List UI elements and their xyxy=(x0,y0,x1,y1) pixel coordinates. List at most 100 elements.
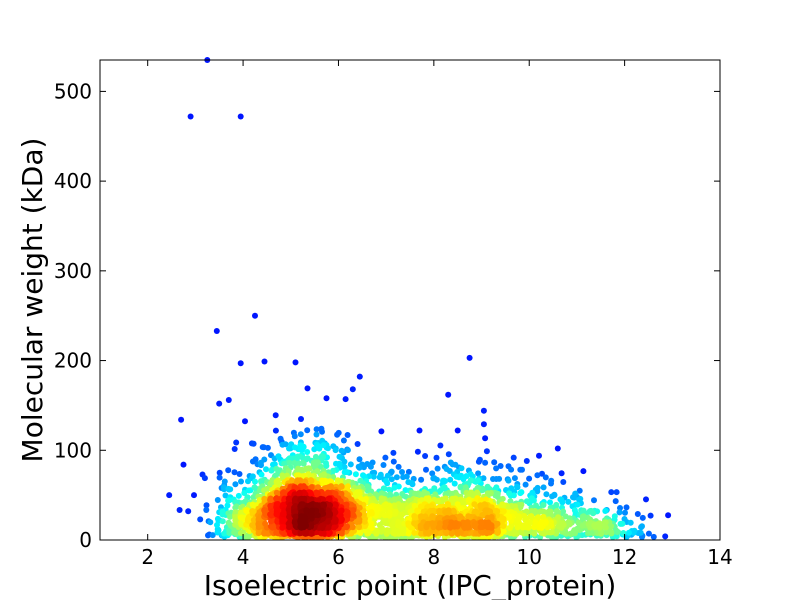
data-point xyxy=(338,483,345,490)
data-point xyxy=(514,524,521,531)
data-point xyxy=(349,510,356,517)
data-point xyxy=(491,459,498,466)
data-point xyxy=(274,529,281,536)
data-point xyxy=(362,496,369,502)
data-point xyxy=(617,505,623,511)
data-point xyxy=(395,463,402,470)
data-point xyxy=(522,481,529,488)
data-point xyxy=(533,502,539,509)
data-point xyxy=(608,489,615,496)
data-point xyxy=(260,444,267,451)
data-point xyxy=(249,501,256,508)
data-point xyxy=(344,447,351,454)
x-tick-label: 6 xyxy=(332,545,345,569)
data-point xyxy=(365,484,372,491)
data-point xyxy=(274,479,280,486)
data-point xyxy=(378,428,385,435)
data-point xyxy=(580,468,587,475)
data-point xyxy=(227,513,233,520)
data-point xyxy=(201,475,208,482)
data-point xyxy=(324,489,331,496)
data-point xyxy=(298,524,305,531)
data-point xyxy=(197,516,204,523)
data-point xyxy=(332,517,339,523)
data-point xyxy=(388,476,395,483)
data-point xyxy=(506,490,513,497)
data-point xyxy=(548,477,555,484)
data-point xyxy=(665,512,672,519)
data-point xyxy=(377,471,384,478)
data-point xyxy=(282,441,289,448)
data-point xyxy=(484,490,491,497)
data-point xyxy=(231,446,238,452)
data-point xyxy=(325,530,332,537)
data-point xyxy=(418,476,425,483)
data-point xyxy=(214,522,220,528)
data-points xyxy=(166,57,672,541)
data-point xyxy=(303,507,310,514)
data-point xyxy=(277,435,284,442)
data-point xyxy=(304,449,311,455)
data-point xyxy=(180,461,187,468)
data-point xyxy=(344,509,351,516)
data-point xyxy=(313,460,320,467)
data-point xyxy=(505,477,512,484)
data-point xyxy=(178,416,185,423)
data-point xyxy=(530,508,537,515)
data-point xyxy=(303,522,309,529)
x-tick-label: 2 xyxy=(141,545,154,569)
data-point xyxy=(540,484,547,491)
data-point xyxy=(272,412,279,419)
data-point xyxy=(507,525,513,531)
data-point xyxy=(294,479,300,486)
data-point xyxy=(577,495,584,502)
y-tick-label: 400 xyxy=(54,169,92,193)
data-point xyxy=(393,474,400,481)
data-point xyxy=(445,451,452,458)
data-point xyxy=(497,463,504,469)
data-point xyxy=(523,498,530,505)
data-point xyxy=(347,461,354,468)
data-point xyxy=(315,484,321,491)
data-point xyxy=(237,360,244,367)
data-point xyxy=(448,497,455,503)
data-point xyxy=(225,467,232,474)
data-point xyxy=(191,492,197,499)
data-point xyxy=(345,483,351,490)
data-point xyxy=(576,487,583,494)
data-point xyxy=(336,478,343,485)
data-point xyxy=(526,475,533,482)
data-point xyxy=(475,477,482,484)
data-point xyxy=(596,524,603,531)
data-point xyxy=(215,527,222,534)
data-point xyxy=(643,496,649,503)
x-axis-title: Isoelectric point (IPC_protein) xyxy=(204,569,617,600)
data-point xyxy=(297,431,304,438)
data-point xyxy=(237,530,244,536)
data-point xyxy=(319,453,325,459)
data-point xyxy=(619,520,626,527)
data-point xyxy=(291,444,298,451)
data-point xyxy=(511,475,518,482)
data-point xyxy=(494,490,501,497)
data-point xyxy=(291,433,298,440)
data-point xyxy=(386,512,393,519)
data-point xyxy=(356,373,363,380)
data-point xyxy=(433,476,440,483)
data-point xyxy=(500,508,507,515)
data-point xyxy=(225,397,232,403)
data-point xyxy=(602,508,609,514)
data-point xyxy=(621,516,628,522)
data-point xyxy=(308,484,315,491)
data-point xyxy=(494,529,501,536)
data-point xyxy=(238,478,244,485)
data-point xyxy=(309,507,315,514)
data-point xyxy=(585,521,592,528)
data-point xyxy=(423,466,429,473)
data-point xyxy=(414,448,421,455)
data-point xyxy=(261,507,268,514)
data-point xyxy=(472,523,478,530)
data-point xyxy=(386,486,393,493)
data-point xyxy=(221,478,228,485)
